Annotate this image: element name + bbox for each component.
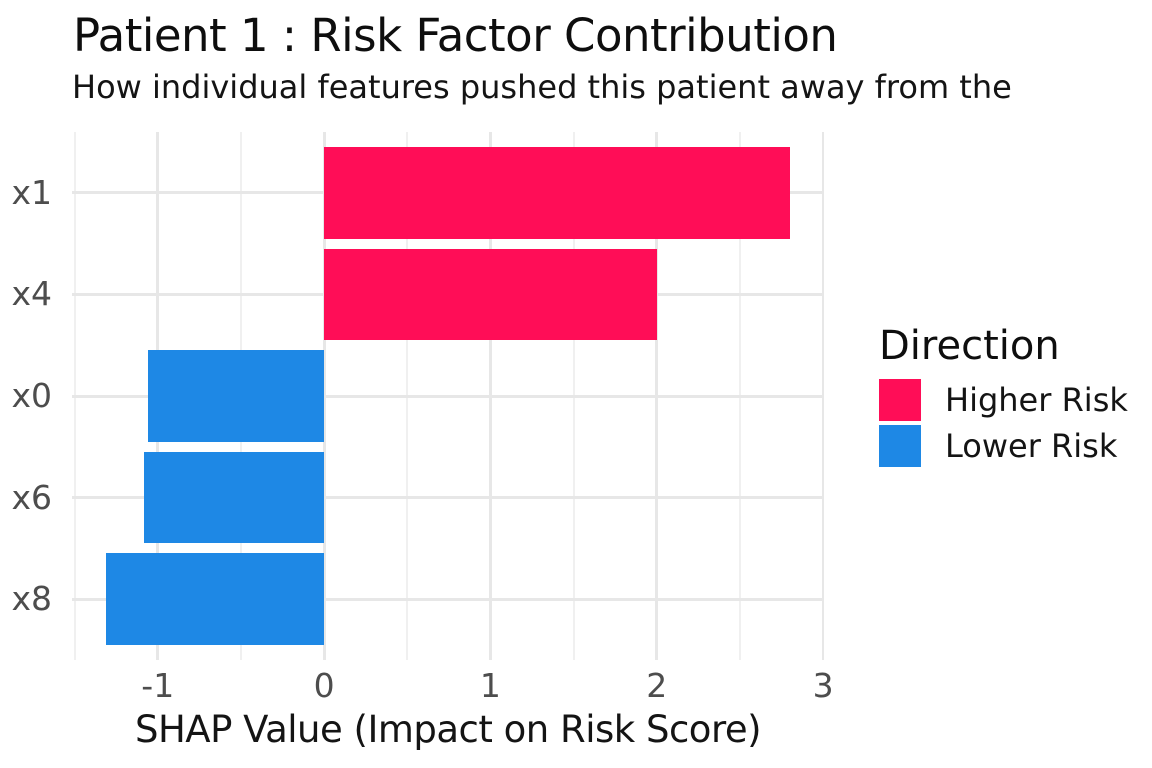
y-axis-category-label: x4 bbox=[11, 274, 52, 314]
x-axis-tick-label: -1 bbox=[141, 666, 175, 705]
bar-x4 bbox=[324, 248, 657, 341]
y-axis-category-label: x1 bbox=[11, 172, 52, 212]
x-axis-tick-label: 3 bbox=[812, 666, 834, 705]
x-axis-title: SHAP Value (Impact on Risk Score) bbox=[134, 708, 762, 751]
bar-x1 bbox=[324, 147, 790, 239]
x-axis-tick-label: 1 bbox=[479, 666, 501, 705]
y-axis-category-label: x8 bbox=[11, 579, 52, 619]
legend-title: Direction bbox=[879, 323, 1060, 369]
legend: Direction Higher Risk Lower Risk bbox=[879, 324, 1128, 471]
chart-title: Patient 1 : Risk Factor Contribution bbox=[73, 9, 838, 62]
legend-label: Higher Risk bbox=[945, 381, 1128, 419]
gridline-major-horizontal bbox=[72, 496, 824, 500]
chart-subtitle: How individual features pushed this pati… bbox=[72, 68, 1012, 106]
bar-x0 bbox=[147, 350, 325, 442]
legend-item-higher-risk: Higher Risk bbox=[879, 379, 1128, 421]
y-axis-category-label: x0 bbox=[11, 376, 52, 415]
y-axis-category-label: x6 bbox=[11, 477, 52, 517]
bar-x6 bbox=[144, 451, 325, 544]
plot-panel bbox=[72, 132, 824, 660]
x-axis-tick-label: 2 bbox=[646, 666, 668, 705]
legend-swatch-lower-risk bbox=[879, 425, 921, 467]
legend-swatch-higher-risk bbox=[879, 379, 921, 421]
gridline-major-horizontal bbox=[72, 597, 824, 601]
legend-label: Lower Risk bbox=[945, 427, 1118, 465]
bar-x8 bbox=[106, 553, 325, 645]
gridline-major-horizontal bbox=[72, 394, 824, 398]
x-axis-tick-label: 0 bbox=[313, 666, 335, 705]
legend-item-lower-risk: Lower Risk bbox=[879, 425, 1128, 467]
